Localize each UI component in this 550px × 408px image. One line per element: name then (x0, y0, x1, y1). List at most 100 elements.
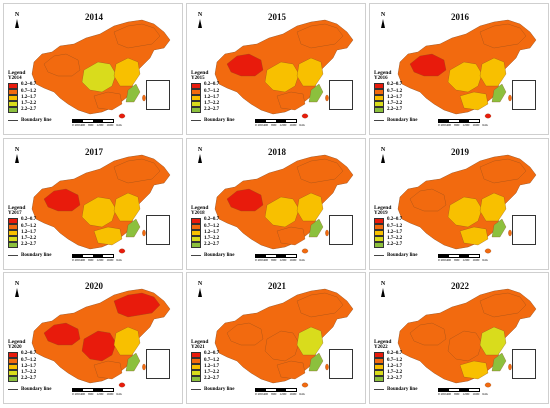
map-region-south (93, 91, 123, 111)
legend-item: 0.7~1.2 (374, 358, 402, 364)
scale-bar-graphic (255, 254, 297, 258)
legend-series-label: Y2019 (374, 211, 388, 217)
legend-item-label: 2.2~2.7 (204, 242, 220, 248)
scale-label: Km (299, 392, 305, 396)
legend-item-label: 2.2~2.7 (387, 107, 403, 113)
legend-series-label: Y2022 (374, 345, 388, 351)
north-arrow-icon: N (378, 147, 388, 165)
china-map (31, 19, 171, 119)
scale-label: 1200 (462, 392, 470, 396)
scale-bar: 0 200400 800 1200 1600 Km (72, 119, 122, 127)
boundary-label: Boundary line (21, 118, 52, 123)
legend-item-label: 0.2~0.7 (387, 217, 403, 223)
map-region-taiwan (325, 363, 329, 371)
north-arrow-shape (198, 154, 202, 163)
legend-item: 0.2~0.7 (8, 82, 36, 89)
legend-swatch (374, 94, 384, 101)
legend-item-label: 1.7~2.2 (21, 235, 37, 241)
map-region-east (296, 192, 324, 222)
year-title: 2014 (85, 12, 103, 22)
map-region-south (93, 360, 123, 380)
south-china-sea-inset (512, 215, 536, 245)
legend-item: 0.7~1.2 (8, 89, 36, 95)
legend-swatch (8, 370, 18, 377)
boundary-legend: Boundary line (374, 387, 417, 392)
map-region-hainan (301, 382, 309, 388)
map-panel-2022: 2022 N Legend Y2022 0.2~0.7 0.7~1.2 1.2~1.7 1.7… (369, 272, 549, 404)
legend-item: 2.2~2.7 (191, 376, 219, 383)
scale-label: 0 200400 (255, 392, 269, 396)
map-region-hainan (301, 248, 309, 254)
scale-label: 1200 (96, 392, 104, 396)
year-title: 2016 (451, 12, 469, 22)
legend-item-label: 0.7~1.2 (387, 88, 403, 94)
north-label: N (197, 12, 203, 18)
scale-label: 0 200400 (438, 123, 452, 127)
legend-swatch (8, 357, 18, 364)
north-label: N (14, 12, 20, 18)
map-region-taiwan (508, 363, 512, 371)
year-title: 2017 (85, 147, 103, 157)
legend-swatch (374, 223, 384, 230)
legend-item: 1.2~1.7 (374, 230, 402, 236)
legend-item: 2.2~2.7 (374, 242, 402, 249)
scale-label: Km (116, 392, 122, 396)
map-region-center (447, 61, 483, 93)
scale-label: 1600 (106, 258, 114, 262)
scale-label: Km (299, 258, 305, 262)
legend-swatch (191, 88, 201, 95)
boundary-line-icon (191, 120, 201, 121)
map-region-north (113, 23, 161, 49)
legend-swatch (191, 107, 201, 114)
map-panel-2019: 2019 N Legend Y2019 0.2~0.7 0.7~1.2 1.2~1.7 1.7… (369, 138, 549, 270)
scale-label: 1200 (279, 123, 287, 127)
boundary-label: Boundary line (387, 387, 418, 392)
map-region-coast (125, 83, 141, 103)
boundary-legend: Boundary line (191, 118, 234, 123)
legend-item-label: 0.7~1.2 (387, 357, 403, 363)
boundary-line-icon (374, 255, 384, 256)
north-arrow-icon: N (12, 147, 22, 165)
legend-title: Legend (191, 70, 209, 76)
map-region-center (447, 196, 483, 228)
china-map (214, 19, 354, 119)
legend-item-label: 0.7~1.2 (204, 223, 220, 229)
legend-swatch (8, 94, 18, 101)
china-map (31, 288, 171, 388)
legend-swatch (191, 370, 201, 377)
boundary-line-icon (191, 255, 201, 256)
map-region-west (409, 322, 447, 346)
legend-item: 0.2~0.7 (191, 351, 219, 358)
legend-item: 1.2~1.7 (8, 230, 36, 236)
legend-series-label: Y2015 (191, 76, 205, 82)
north-arrow-shape (381, 288, 385, 297)
year-title: 2021 (268, 281, 286, 291)
map-region-hainan (118, 382, 126, 388)
map-panel-2014: 2014 N Legend Y2014 0.2~0.7 0.7~1.2 1.2~1.7 1.7… (3, 3, 183, 135)
legend-swatch (191, 242, 201, 249)
legend-item: 2.2~2.7 (8, 242, 36, 249)
scale-label: 0 200400 (72, 392, 86, 396)
legend-item: 0.2~0.7 (191, 217, 219, 224)
map-region-north (296, 158, 344, 184)
scale-label: Km (482, 392, 488, 396)
legend-item-label: 0.2~0.7 (21, 351, 37, 357)
boundary-legend: Boundary line (8, 118, 51, 123)
south-china-sea-inset (512, 80, 536, 110)
scale-bar-graphic (438, 388, 480, 392)
map-region-taiwan (142, 94, 146, 102)
legend-swatch (8, 351, 18, 358)
north-arrow-shape (15, 154, 19, 163)
legend-item: 0.2~0.7 (8, 217, 36, 224)
legend-item-label: 1.2~1.7 (21, 94, 37, 100)
legend-swatch (191, 101, 201, 108)
map-region-south (276, 91, 306, 111)
legend-item-label: 0.2~0.7 (387, 82, 403, 88)
legend-swatch (374, 229, 384, 236)
legend-swatch (374, 217, 384, 224)
legend-swatch (374, 88, 384, 95)
north-label: N (197, 281, 203, 287)
boundary-legend: Boundary line (374, 118, 417, 123)
south-china-sea-inset (329, 349, 353, 379)
scale-bar: 0 200400 800 1200 1600 Km (438, 254, 488, 262)
